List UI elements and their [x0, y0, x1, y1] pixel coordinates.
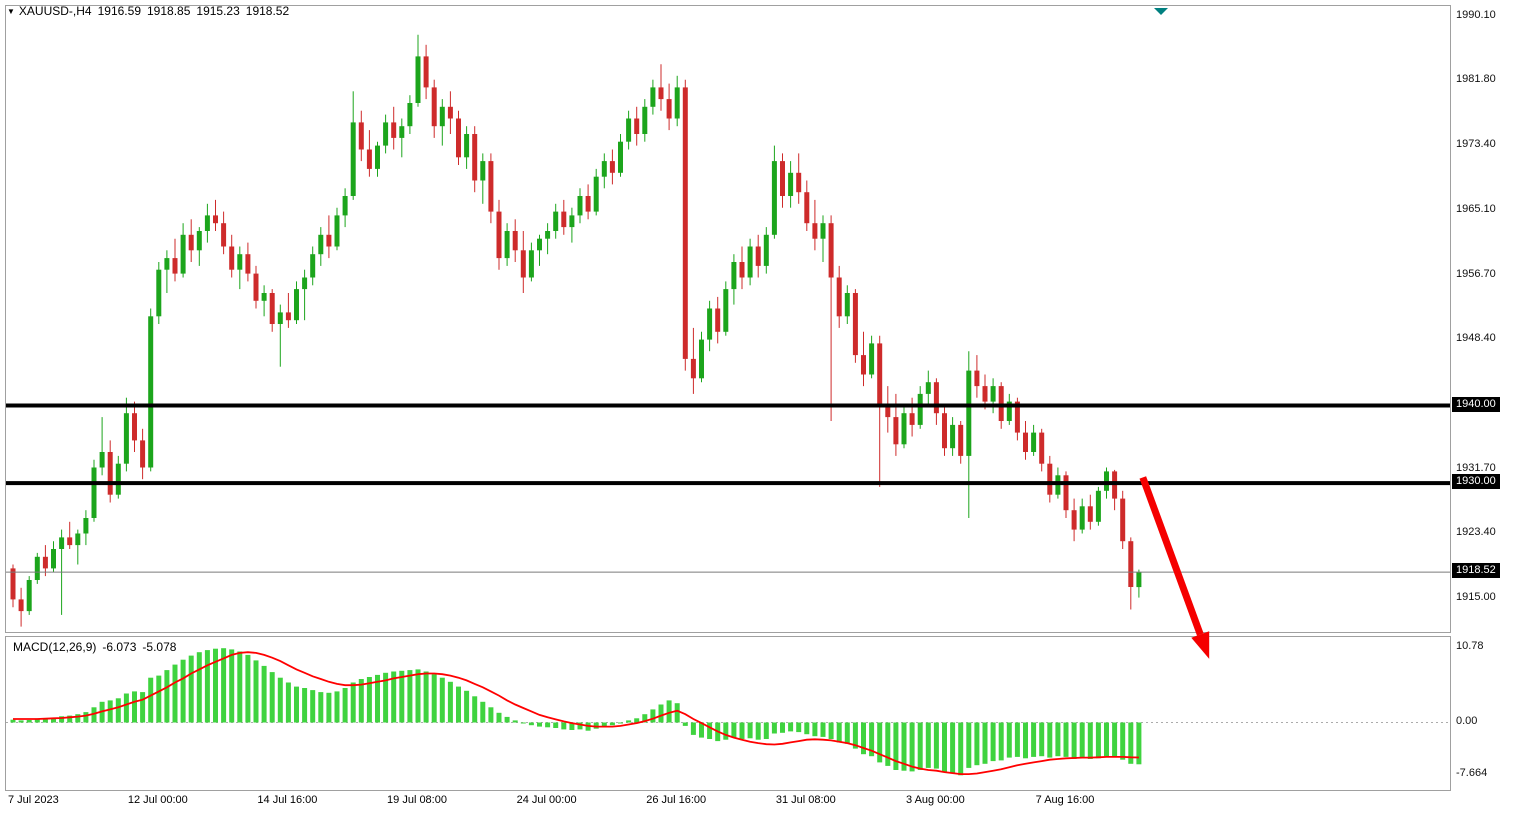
chart-title: ▼ XAUUSD-,H4 1916.59 1918.85 1915.23 1918.52 — [7, 4, 295, 18]
title-close: 1918.52 — [245, 4, 290, 18]
indicator-name: MACD(12,26,9) — [13, 640, 97, 654]
time-axis-label: 24 Jul 00:00 — [516, 794, 577, 806]
macd-axis-label: 10.78 — [1456, 640, 1484, 653]
symbol-dropdown-icon[interactable]: ▼ — [7, 7, 15, 16]
support-line[interactable] — [6, 481, 1450, 486]
title-symbol-period: XAUUSD-,H4 — [18, 4, 92, 18]
indicator-macd-value: -6.073 — [102, 640, 137, 654]
time-axis-label: 7 Aug 16:00 — [1035, 794, 1095, 806]
price-axis-label: 1965.10 — [1456, 202, 1496, 215]
price-chart-svg[interactable] — [6, 6, 1450, 632]
indicator-label: MACD(12,26,9) -6.073 -5.078 — [13, 640, 182, 654]
title-open: 1916.59 — [97, 4, 141, 18]
candlestick-series — [10, 34, 1142, 627]
title-high: 1918.85 — [147, 4, 191, 18]
macd-panel[interactable]: MACD(12,26,9) -6.073 -5.078 — [5, 636, 1451, 791]
price-axis-label: 1990.10 — [1456, 8, 1496, 21]
time-axis-label: 3 Aug 00:00 — [906, 794, 965, 806]
hline-price-label: 1940.00 — [1452, 396, 1500, 412]
price-axis-label: 1948.40 — [1456, 332, 1496, 345]
time-axis-label: 14 Jul 16:00 — [257, 794, 318, 806]
price-panel[interactable] — [5, 5, 1451, 633]
macd-axis-label: 0.00 — [1456, 714, 1478, 727]
time-axis-label: 12 Jul 00:00 — [127, 794, 188, 806]
macd-chart-svg[interactable] — [6, 637, 1450, 790]
time-axis-label: 31 Jul 08:00 — [775, 794, 836, 806]
price-axis-label: 1923.40 — [1456, 526, 1496, 539]
time-axis-label: 19 Jul 08:00 — [387, 794, 447, 806]
time-axis-label: 26 Jul 16:00 — [646, 794, 707, 806]
macd-signal-line — [13, 651, 1139, 776]
chart-shift-marker[interactable] — [1154, 8, 1168, 15]
price-axis-label: 1931.70 — [1456, 461, 1496, 474]
bid-price-label: 1918.52 — [1452, 563, 1500, 579]
support-line[interactable] — [6, 403, 1450, 408]
time-axis-label: 7 Jul 2023 — [8, 794, 59, 806]
price-axis-label: 1981.80 — [1456, 73, 1496, 86]
macd-histogram — [10, 648, 1142, 776]
hline-price-label: 1930.00 — [1452, 474, 1500, 490]
title-low: 1915.23 — [196, 4, 240, 18]
price-axis-label: 1973.40 — [1456, 138, 1496, 151]
price-axis-label: 1956.70 — [1456, 267, 1496, 280]
macd-axis-label: -7.664 — [1456, 767, 1488, 780]
price-axis-label: 1915.00 — [1456, 591, 1496, 604]
indicator-signal-value: -5.078 — [142, 640, 177, 654]
